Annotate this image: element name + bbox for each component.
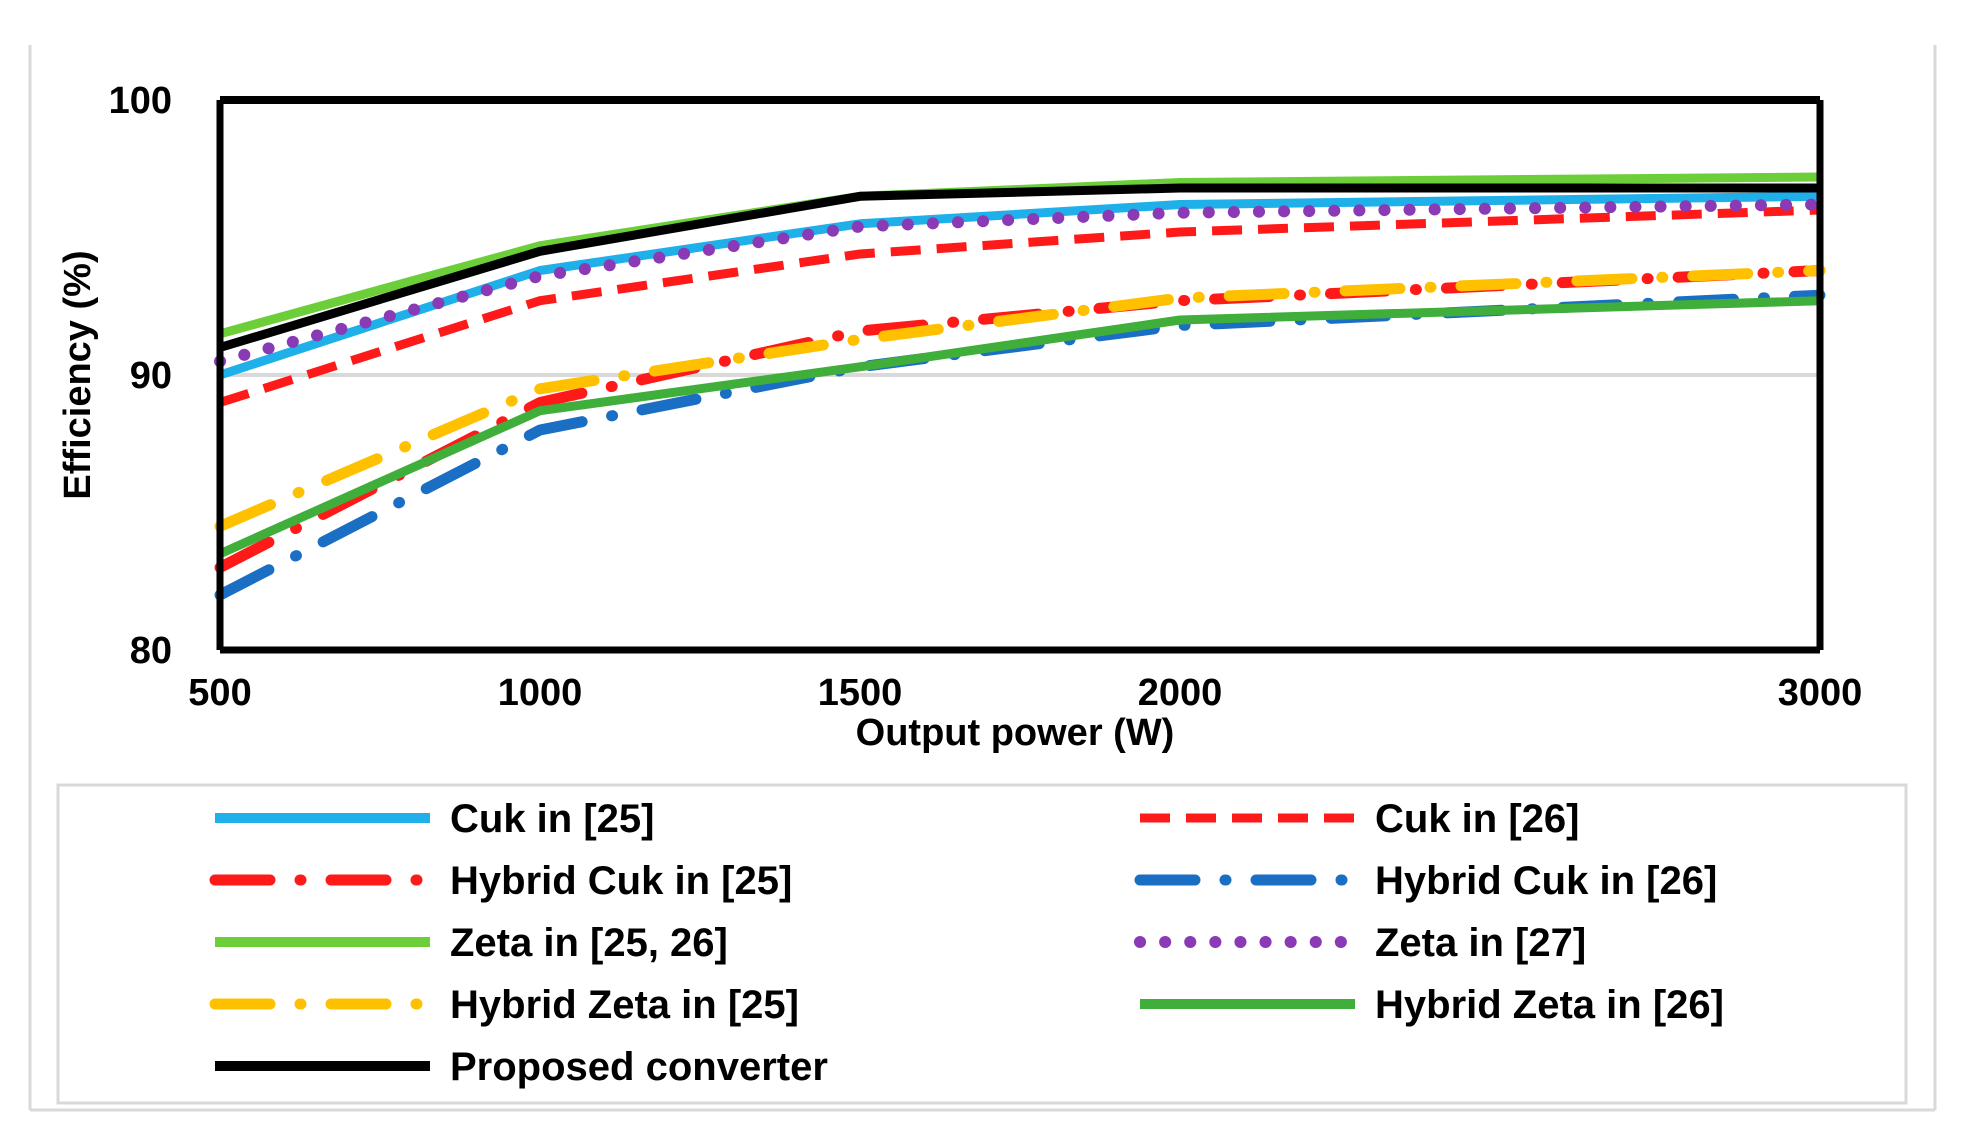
x-tick-label-2000: 2000 xyxy=(1138,672,1223,714)
series-line-6 xyxy=(214,265,1826,532)
legend-label-2: Hybrid Cuk in [25] xyxy=(450,859,792,903)
plot-axes xyxy=(216,96,1824,654)
y-tick-label-80: 80 xyxy=(130,630,172,672)
series-line-8 xyxy=(218,183,1820,352)
series-line-7 xyxy=(218,296,1821,558)
legend-label-1: Cuk in [26] xyxy=(1375,797,1579,841)
legend-label-5: Zeta in [27] xyxy=(1375,921,1586,965)
legend: Cuk in [25] Cuk in [26] Hybrid Cuk in [25]… xyxy=(209,797,1724,1089)
x-axis-title: Output power (W) xyxy=(856,712,1175,754)
y-axis-title: Efficiency (%) xyxy=(57,250,99,499)
y-tick-label-90: 90 xyxy=(130,355,172,397)
series-lines xyxy=(214,172,1826,601)
y-tick-label-100: 100 xyxy=(109,80,172,122)
series-line-3 xyxy=(214,289,1826,601)
legend-label-7: Hybrid Zeta in [26] xyxy=(1375,983,1724,1027)
legend-label-8: Proposed converter xyxy=(450,1045,828,1089)
legend-label-4: Zeta in [25, 26] xyxy=(450,921,728,965)
series-line-5 xyxy=(214,198,1826,368)
tick-labels: 80 90 100 500 1000 1500 2000 3000 xyxy=(109,80,1863,714)
legend-label-6: Hybrid Zeta in [25] xyxy=(450,983,799,1027)
x-tick-label-1500: 1500 xyxy=(818,672,903,714)
legend-label-0: Cuk in [25] xyxy=(450,797,654,841)
x-tick-label-1000: 1000 xyxy=(498,672,583,714)
legend-label-3: Hybrid Cuk in [26] xyxy=(1375,859,1717,903)
x-tick-label-500: 500 xyxy=(188,672,251,714)
series-line-1 xyxy=(218,205,1821,407)
x-tick-label-3000: 3000 xyxy=(1778,672,1863,714)
